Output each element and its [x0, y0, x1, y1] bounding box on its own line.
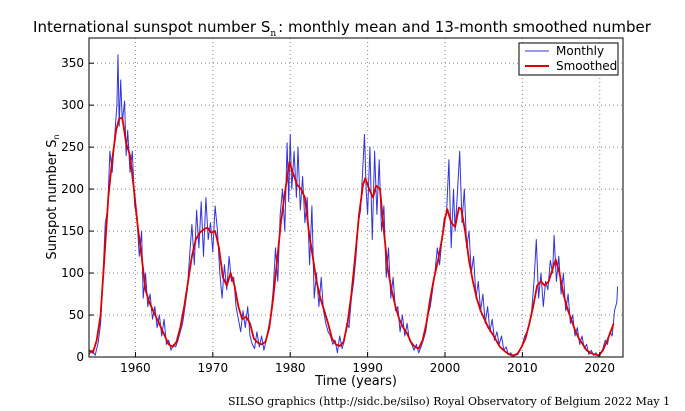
legend-label-monthly: Monthly — [556, 44, 604, 58]
y-tick-label: 100 — [61, 266, 84, 280]
legend-box — [518, 42, 619, 76]
x-tick-label: 1990 — [352, 361, 383, 375]
axis-ticks: 1960 1970 1980 1990 2000 2010 2020 0 50 100 150 200… — [61, 56, 615, 375]
y-tick-label: 150 — [61, 224, 84, 238]
legend: Monthly Smoothed — [518, 42, 619, 76]
y-tick-label: 200 — [61, 182, 84, 196]
grid — [89, 38, 623, 357]
x-tick-label: 1980 — [275, 361, 306, 375]
series-smoothed — [88, 116, 615, 357]
chart-title: International sunspot number Sn: monthly… — [33, 18, 652, 39]
x-axis-label: Time (years) — [314, 374, 397, 389]
y-tick-label: 350 — [61, 56, 84, 70]
plot-frame — [88, 37, 624, 358]
y-tick-label: 0 — [76, 350, 84, 364]
y-tick-label: 50 — [69, 308, 84, 322]
plot-area — [89, 38, 623, 357]
y-tick-label: 250 — [61, 140, 84, 154]
x-tick-label: 1970 — [198, 361, 229, 375]
credit-text: SILSO graphics (http://sidc.be/silso) Ro… — [228, 395, 671, 408]
x-tick-label: 1960 — [120, 361, 151, 375]
y-tick-label: 300 — [61, 98, 84, 112]
series-layer — [88, 54, 619, 357]
title-subscript: n — [270, 29, 276, 39]
legend-label-smoothed: Smoothed — [556, 59, 617, 73]
y-axis-label: Sunspot number Sn — [45, 134, 61, 259]
x-tick-label: 2020 — [585, 361, 616, 375]
x-tick-label: 2000 — [430, 361, 461, 375]
y-axis-label-subscript: n — [52, 134, 61, 139]
x-tick-label: 2010 — [507, 361, 538, 375]
